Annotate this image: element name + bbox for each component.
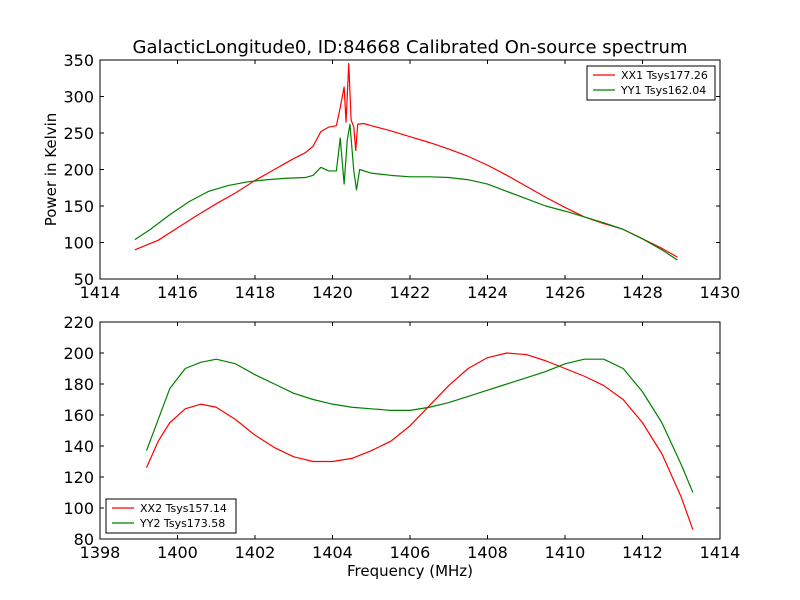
legend-box <box>586 65 716 101</box>
legend-entry: XX1 Tsys177.26 <box>621 69 708 82</box>
x-tick-label: 1418 <box>235 283 276 302</box>
series-line-yy1 <box>134 123 678 261</box>
y-tick-label: 200 <box>63 344 94 363</box>
bottom-panel: 1398 1400 1402 1404 1406 1408 1410 1412 1414 80 10… <box>63 313 740 580</box>
x-tick-label: 1414 <box>80 283 121 302</box>
x-tick-label: 1428 <box>622 283 663 302</box>
legend-box <box>105 498 237 534</box>
y-tick-label: 160 <box>63 406 94 425</box>
x-tick-label: 1424 <box>467 283 508 302</box>
y-tick-label: 100 <box>63 499 94 518</box>
x-tick-label: 1410 <box>545 543 586 562</box>
x-tick-label: 1414 <box>700 543 741 562</box>
legend-entry: YY1 Tsys162.04 <box>620 84 706 97</box>
x-tick-label: 1398 <box>80 543 121 562</box>
top-panel: 1414 1416 1418 1420 1422 1424 1426 1428 1430 50 10… <box>42 51 740 302</box>
y-axis-label: Power in Kelvin <box>42 113 60 227</box>
x-tick-label: 1426 <box>545 283 586 302</box>
x-tick-label: 1402 <box>235 543 276 562</box>
series-line-xx1 <box>134 63 678 258</box>
x-axis-label: Frequency (MHz) <box>347 562 473 580</box>
x-tick-label: 1412 <box>622 543 663 562</box>
y-tick-label: 140 <box>63 437 94 456</box>
x-tick-label: 1416 <box>157 283 198 302</box>
x-tick-label: 1408 <box>467 543 508 562</box>
legend: XX2 Tsys157.14 YY2 Tsys173.58 <box>105 498 237 534</box>
x-tick-label: 1400 <box>157 543 198 562</box>
y-tick-label: 100 <box>63 234 94 253</box>
y-tick-label: 300 <box>63 88 94 107</box>
y-tick-label: 200 <box>63 161 94 180</box>
figure-title: GalacticLongitude0, ID:84668 Calibrated … <box>133 37 688 58</box>
y-tick-label: 250 <box>63 124 94 143</box>
y-tick-label: 180 <box>63 375 94 394</box>
x-tick-label: 1406 <box>390 543 431 562</box>
y-tick-label: 220 <box>63 313 94 332</box>
legend: XX1 Tsys177.26 YY1 Tsys162.04 <box>586 65 716 101</box>
x-tick-label: 1404 <box>312 543 353 562</box>
y-tick-label: 150 <box>63 197 94 216</box>
x-tick-label: 1430 <box>700 283 741 302</box>
y-tick-label: 50 <box>74 270 94 289</box>
x-tick-label: 1422 <box>390 283 431 302</box>
y-tick-label: 80 <box>74 530 94 549</box>
y-tick-label: 350 <box>63 51 94 70</box>
y-tick-label: 120 <box>63 468 94 487</box>
legend-entry: XX2 Tsys157.14 <box>140 502 227 515</box>
series-line-yy2 <box>145 358 694 493</box>
x-tick-label: 1420 <box>312 283 353 302</box>
legend-entry: YY2 Tsys173.58 <box>139 517 225 530</box>
series-line-xx2 <box>145 352 694 530</box>
